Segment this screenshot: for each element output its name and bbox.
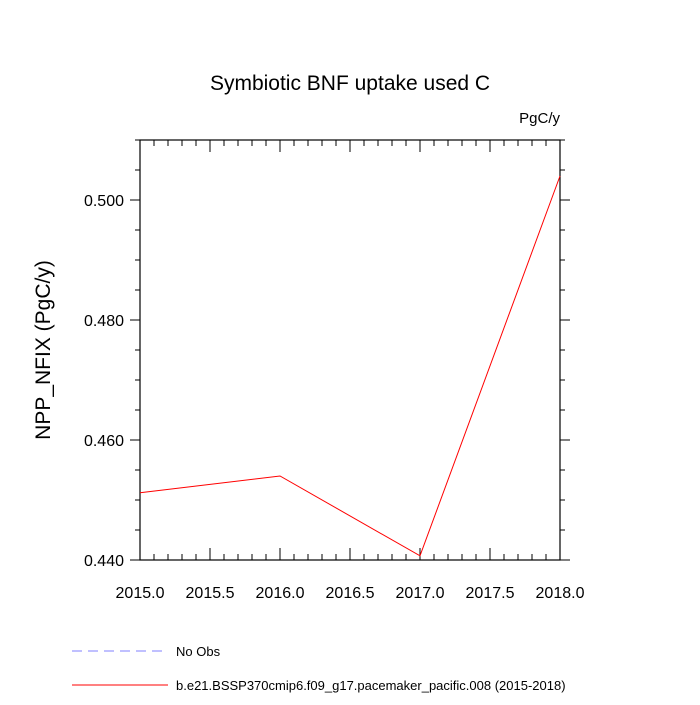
legend-label: b.e21.BSSP370cmip6.f09_g17.pacemaker_pac… xyxy=(176,678,566,693)
y-tick-label: 0.500 xyxy=(84,193,124,210)
x-tick-label: 2017.0 xyxy=(396,585,445,602)
y-axis-label: NPP_NFIX (PgC/y) xyxy=(32,260,55,440)
x-tick-label: 2015.0 xyxy=(116,585,165,602)
y-tick-label: 0.480 xyxy=(84,313,124,330)
plot-frame xyxy=(139,139,561,561)
x-tick-label: 2017.5 xyxy=(466,585,515,602)
chart-title: Symbiotic BNF uptake used C xyxy=(210,72,490,95)
series-line xyxy=(139,175,561,557)
x-tick-label: 2015.5 xyxy=(186,585,235,602)
legend: No Obs b.e21.BSSP370cmip6.f09_g17.pacemak… xyxy=(72,644,566,693)
y-tick-label: 0.460 xyxy=(84,433,124,450)
x-tick-label: 2016.0 xyxy=(256,585,305,602)
legend-label: No Obs xyxy=(176,644,221,659)
x-tick-label: 2016.5 xyxy=(326,585,375,602)
x-tick-label: 2018.0 xyxy=(536,585,585,602)
y-tick-label: 0.440 xyxy=(84,553,124,570)
units-label: PgC/y xyxy=(519,110,560,127)
plot-area: 2015.0 2015.5 2016.0 2016.5 2017.0 2017.5 2018… xyxy=(84,139,585,602)
